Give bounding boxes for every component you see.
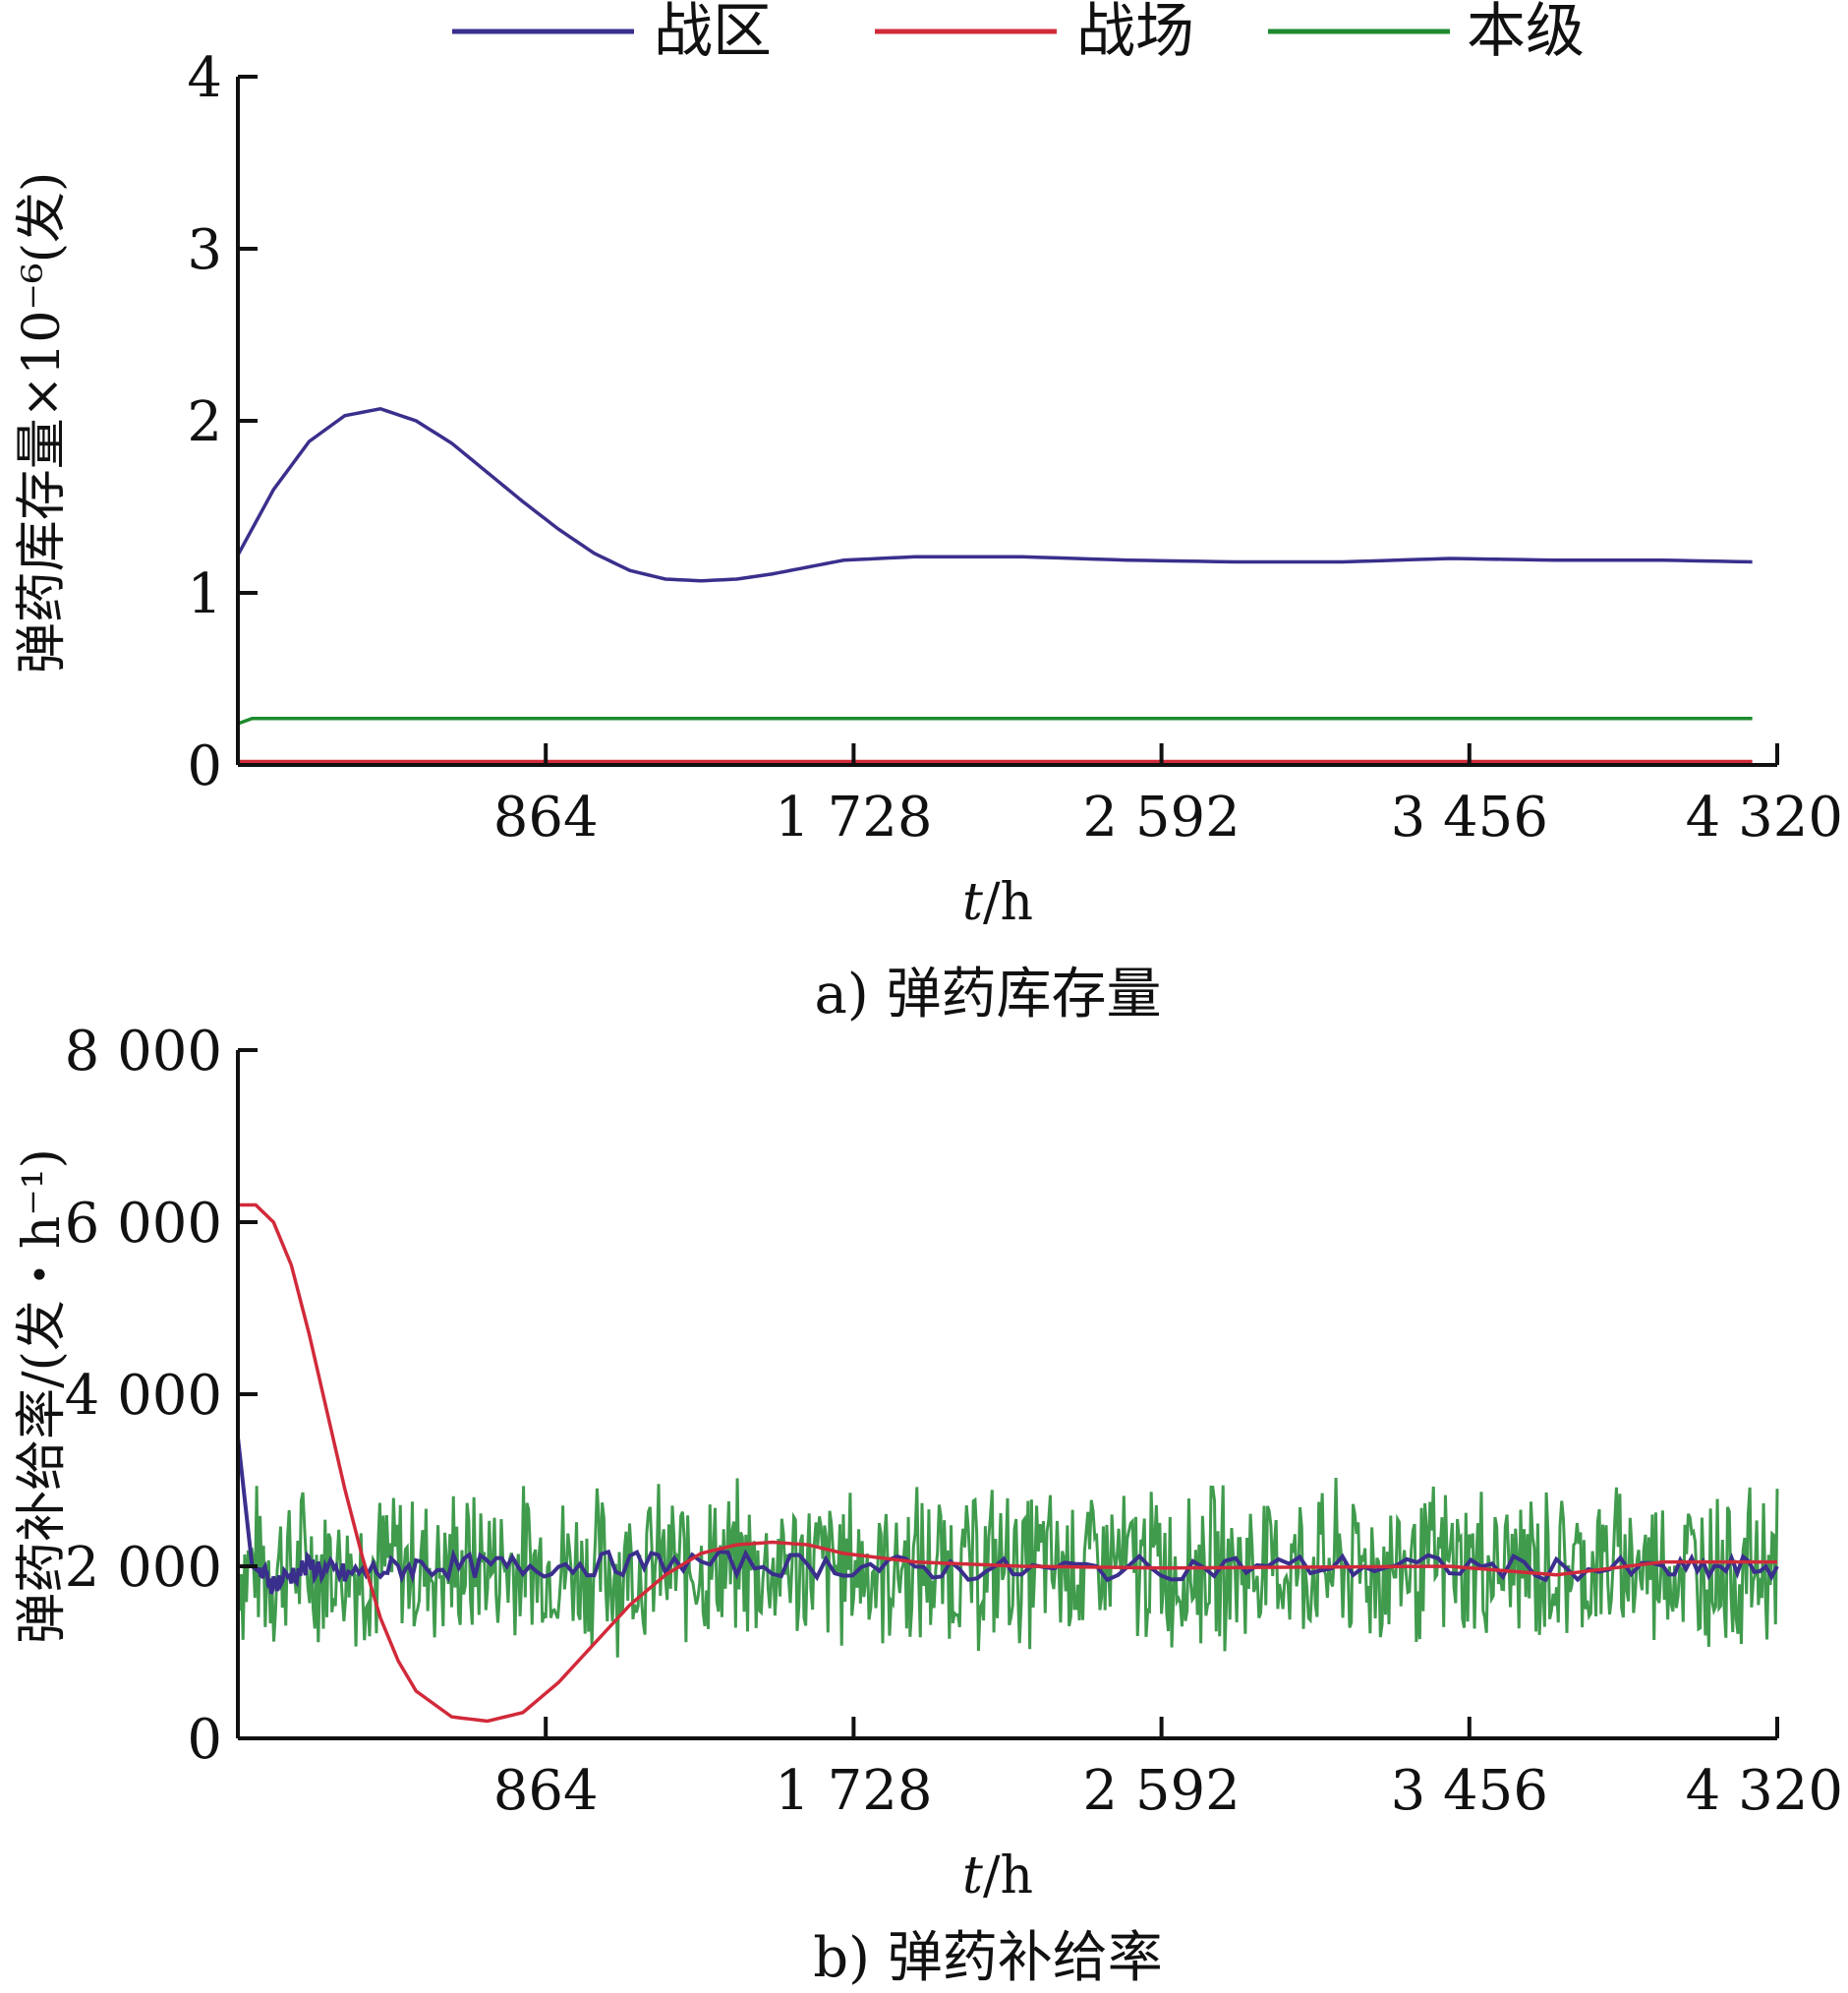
chart-a-xtick-label: 3 456 (1391, 786, 1548, 850)
chart-a-ytick-label: 2 (187, 390, 222, 454)
chart-a-ytick-label: 1 (187, 562, 222, 626)
chart-a-ytick-label: 4 (187, 46, 222, 110)
chart-b-ytick-label: 8 000 (65, 1020, 222, 1084)
chart-b-xlabel-var: t (962, 1846, 983, 1905)
chart-b-xtick-label: 3 456 (1391, 1759, 1548, 1823)
legend-label-0: 战区 (654, 0, 772, 66)
chart-b-ytick-label: 2 000 (65, 1536, 222, 1600)
chart-a-ytick-label: 3 (187, 218, 222, 282)
chart-b-series (236, 1202, 1779, 1724)
chart-a-xlabel: t/h (962, 873, 1033, 932)
chart-b-series-line (238, 1202, 1777, 1724)
chart-b-supply-rate: 0 2 000 4 000 6 000 8 000 864 1 728 2 592 3 456 4… (13, 1020, 1843, 1990)
chart-a-caption: a) 弹药库存量 (814, 963, 1161, 1026)
chart-a-series (236, 406, 1753, 764)
chart-b-xtick-label: 864 (493, 1759, 599, 1823)
chart-b-ticks: 0 2 000 4 000 6 000 8 000 864 1 728 2 592 3 456 4… (65, 1020, 1843, 1823)
chart-b-ylabel: 弹药补给率/(发・h⁻¹) (13, 1148, 72, 1644)
chart-b-ytick-label: 6 000 (65, 1192, 222, 1256)
chart-b-series-line (236, 1436, 1779, 1595)
chart-a-xtick-label: 2 592 (1082, 786, 1240, 850)
chart-a-ytick-label: 0 (187, 734, 222, 798)
legend: 战区 战场 本级 (452, 0, 1585, 66)
chart-a-xlabel-unit: /h (983, 873, 1033, 932)
chart-b-ytick-label: 0 (187, 1708, 222, 1772)
chart-a-stock: 0 1 2 3 4 864 1 728 2 592 3 456 4 320 弹药库存量×10⁻⁶(… (13, 46, 1843, 1026)
chart-a-xlabel-var: t (962, 873, 983, 932)
chart-a-ticks: 0 1 2 3 4 864 1 728 2 592 3 456 4 320 (187, 46, 1843, 850)
chart-a-xtick-label: 1 728 (775, 786, 932, 850)
chart-a-series-line (237, 717, 1753, 726)
chart-a-xtick-label: 864 (493, 786, 599, 850)
chart-b-series-noise (236, 1477, 1779, 1658)
chart-a-series-line (236, 406, 1753, 583)
legend-label-2: 本级 (1467, 0, 1585, 66)
chart-a-ylabel: 弹药库存量×10⁻⁶(发) (13, 172, 72, 674)
chart-b-ytick-label: 4 000 (65, 1364, 222, 1428)
chart-a-xtick-label: 4 320 (1686, 786, 1843, 850)
chart-b-caption: b) 弹药补给率 (813, 1926, 1163, 1990)
chart-b-xlabel: t/h (962, 1846, 1033, 1905)
chart-b-xlabel-unit: /h (983, 1846, 1033, 1905)
chart-b-xtick-label: 4 320 (1686, 1759, 1843, 1823)
chart-b-xtick-label: 1 728 (775, 1759, 932, 1823)
chart-b-xtick-label: 2 592 (1082, 1759, 1240, 1823)
legend-label-1: 战场 (1076, 0, 1194, 66)
